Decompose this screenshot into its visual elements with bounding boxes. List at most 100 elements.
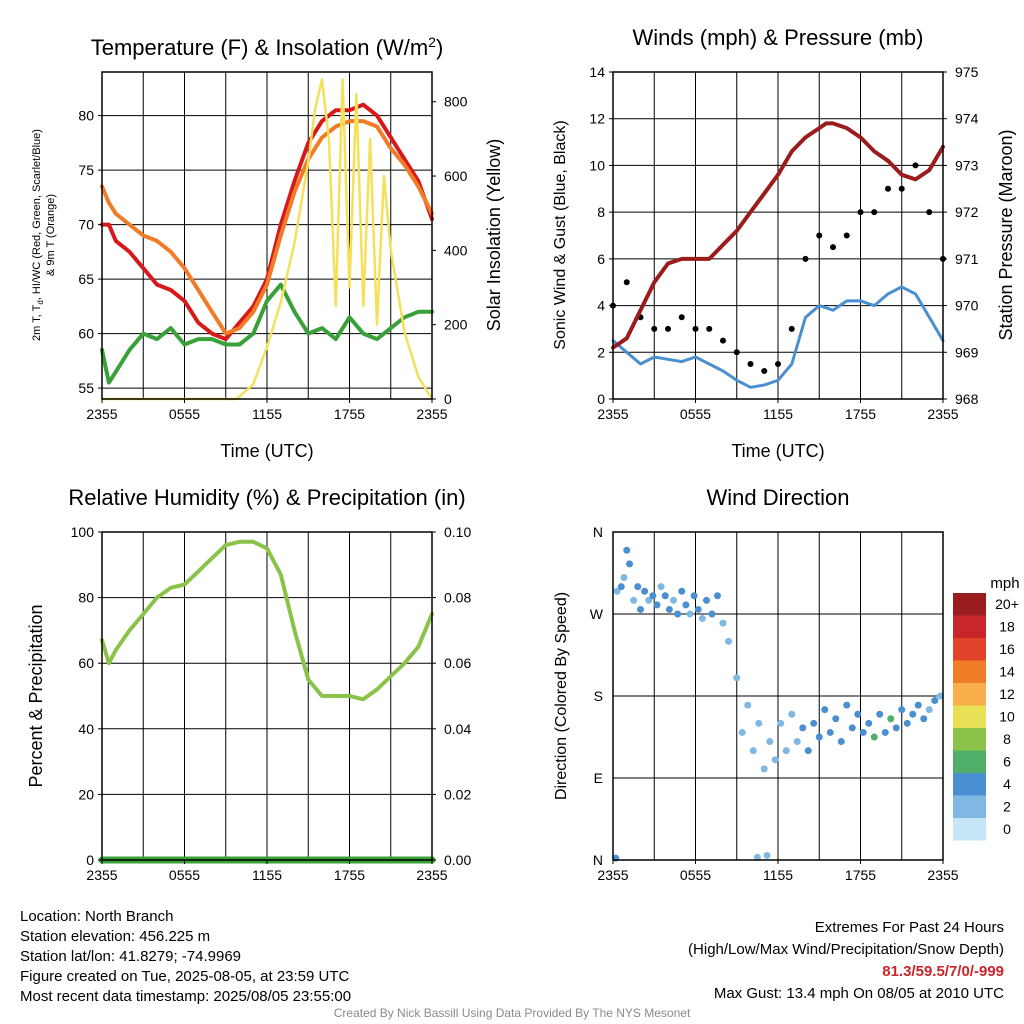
station-info: Location: North Branch Station elevation… bbox=[20, 907, 351, 1007]
series-sonic-wind bbox=[611, 285, 945, 389]
direction-point bbox=[665, 605, 673, 613]
direction-point bbox=[714, 592, 721, 600]
direction-chart-title: Wind Direction bbox=[706, 485, 849, 510]
extremes-subtitle: (High/Low/Max Wind/Precipitation/Snow De… bbox=[688, 941, 1004, 958]
direction-point bbox=[903, 719, 911, 727]
direction-point bbox=[755, 719, 763, 727]
temperature-ytick-label: 55 bbox=[78, 380, 94, 396]
direction-point bbox=[694, 605, 702, 613]
winds-ytick-label: 14 bbox=[589, 64, 605, 80]
humidity-xtick-label: 1155 bbox=[252, 867, 282, 883]
winds-ytick-label: 12 bbox=[589, 111, 605, 127]
credit-text: Created By Nick Bassill Using Data Provi… bbox=[333, 1006, 691, 1020]
series-td bbox=[100, 282, 434, 385]
temperature-y2tick-label: 0 bbox=[444, 391, 452, 407]
gust-point bbox=[788, 325, 795, 332]
temperature-ylabel-line1: 2m T, Td, HI/WC (Red, Green, Scarlet/Blu… bbox=[31, 129, 45, 341]
legend-label: 0 bbox=[1003, 821, 1011, 837]
gust-point bbox=[885, 185, 891, 192]
direction-point bbox=[771, 756, 779, 764]
temperature-xlabel: Time (UTC) bbox=[220, 441, 313, 461]
winds-y2tick-label: 971 bbox=[955, 251, 979, 267]
direction-point bbox=[657, 583, 665, 591]
temperature-xtick-label: 0555 bbox=[169, 406, 200, 422]
direction-point bbox=[881, 728, 889, 736]
legend-label: 4 bbox=[1003, 776, 1011, 792]
direction-point bbox=[843, 701, 851, 709]
winds-y2tick-label: 974 bbox=[955, 111, 979, 127]
winds-plot: 2355 0555 1155 1755 235502468101214968969970… bbox=[589, 64, 978, 422]
direction-point bbox=[698, 615, 706, 623]
temperature-ytick-label: 60 bbox=[78, 326, 94, 342]
elevation-text: Station elevation: 456.225 m bbox=[20, 928, 211, 945]
gust-point bbox=[843, 232, 850, 239]
winds-y2tick-label: 973 bbox=[955, 157, 979, 173]
winds-xlabel: Time (UTC) bbox=[731, 441, 824, 461]
gust-point bbox=[898, 185, 905, 192]
direction-ytick-label: N bbox=[593, 524, 603, 540]
direction-point bbox=[876, 710, 884, 718]
winds-xtick-label: 0555 bbox=[680, 406, 711, 422]
legend-label: 14 bbox=[999, 664, 1015, 680]
winds-y2label: Station Pressure (Maroon) bbox=[996, 129, 1016, 340]
winds-xtick-label: 2355 bbox=[597, 406, 628, 422]
direction-ylabel: Direction (Colored By Speed) bbox=[553, 592, 570, 800]
temperature-ytick-label: 65 bbox=[78, 271, 94, 287]
direction-xtick-label: 1755 bbox=[845, 867, 876, 883]
gust-point bbox=[692, 325, 699, 332]
max-gust-text: Max Gust: 13.4 mph On 08/05 at 2010 UTC bbox=[713, 985, 1004, 1002]
temperature-y2tick-label: 400 bbox=[444, 242, 468, 258]
direction-point bbox=[870, 733, 878, 741]
legend-swatch bbox=[953, 773, 986, 796]
temperature-y2tick-label: 800 bbox=[444, 94, 468, 110]
winds-ytick-label: 10 bbox=[589, 157, 605, 173]
gust-point bbox=[706, 325, 713, 332]
legend-swatch bbox=[953, 638, 986, 661]
direction-xtick-label: 1155 bbox=[763, 867, 793, 883]
temperature-ytick-label: 70 bbox=[78, 217, 94, 233]
gust-point bbox=[761, 367, 768, 374]
direction-point bbox=[725, 637, 732, 645]
legend-swatch bbox=[953, 705, 986, 728]
legend-title: mph bbox=[990, 575, 1019, 592]
direction-point bbox=[733, 674, 741, 682]
series-solar-insolation bbox=[100, 78, 434, 401]
winds-xtick-label: 1755 bbox=[845, 406, 876, 422]
gust-point bbox=[912, 162, 919, 169]
winds-chart-title: Winds (mph) & Pressure (mb) bbox=[633, 25, 924, 50]
series-relative-humidity bbox=[100, 539, 434, 702]
legend-label: 8 bbox=[1003, 731, 1011, 747]
direction-ytick-label: E bbox=[594, 770, 603, 786]
gust-point bbox=[816, 232, 823, 239]
direction-point bbox=[854, 710, 862, 718]
temperature-ylabel-line2: & 9m T (Orange) bbox=[45, 194, 57, 276]
direction-point bbox=[613, 587, 621, 595]
direction-point bbox=[641, 587, 649, 595]
gust-point bbox=[651, 325, 658, 332]
direction-point bbox=[623, 546, 631, 554]
temperature-plot: 2355 0555 1155 1755 235555606570758002004006… bbox=[78, 71, 468, 422]
humidity-y2tick-label: 0.08 bbox=[444, 590, 471, 606]
legend-label: 18 bbox=[999, 619, 1015, 635]
humidity-ylabel: Percent & Precipitation bbox=[26, 604, 46, 787]
extremes-values: 81.3/59.5/7/0/-999 bbox=[882, 963, 1004, 980]
direction-point bbox=[763, 851, 771, 859]
series-station-pressure bbox=[611, 121, 945, 350]
recent-data-text: Most recent data timestamp: 2025/08/05 2… bbox=[20, 988, 352, 1005]
humidity-y2tick-label: 0.02 bbox=[444, 786, 471, 802]
winds-ytick-label: 6 bbox=[597, 251, 605, 267]
direction-point bbox=[626, 560, 633, 568]
legend-swatch bbox=[953, 818, 986, 841]
direction-point bbox=[887, 715, 895, 723]
gust-point bbox=[623, 279, 630, 286]
location-text: Location: North Branch bbox=[20, 908, 174, 925]
winds-xtick-label: 1155 bbox=[763, 406, 793, 422]
legend-swatch bbox=[953, 593, 986, 616]
series-2m-t bbox=[100, 102, 434, 342]
direction-point bbox=[859, 728, 867, 736]
humidity-plot: 2355 0555 1155 1755 23550204060801000.000.02… bbox=[71, 524, 472, 883]
direction-point bbox=[674, 610, 682, 618]
gust-point bbox=[775, 360, 781, 367]
legend-swatch bbox=[953, 660, 986, 683]
direction-point bbox=[678, 587, 686, 595]
